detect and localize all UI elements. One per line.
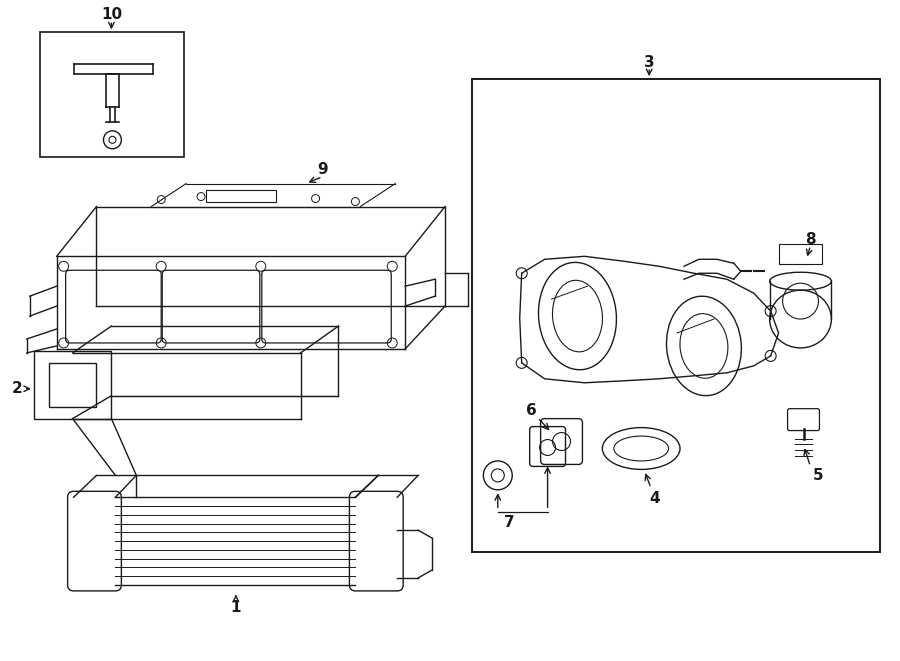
Text: 2: 2 (12, 381, 22, 396)
Text: 8: 8 (806, 232, 815, 247)
Bar (206, 190, 275, 202)
Text: 10: 10 (101, 7, 122, 22)
Bar (49, 363, 96, 407)
Bar (34, 351, 112, 418)
Text: 3: 3 (644, 55, 654, 69)
Bar (778, 245, 823, 264)
Bar (40, 32, 184, 157)
Bar (472, 79, 880, 552)
Text: 1: 1 (230, 600, 241, 615)
Text: 5: 5 (813, 468, 824, 483)
Text: 9: 9 (317, 162, 328, 177)
Text: 4: 4 (649, 490, 660, 506)
Text: 7: 7 (504, 515, 515, 529)
Text: 6: 6 (526, 403, 537, 418)
